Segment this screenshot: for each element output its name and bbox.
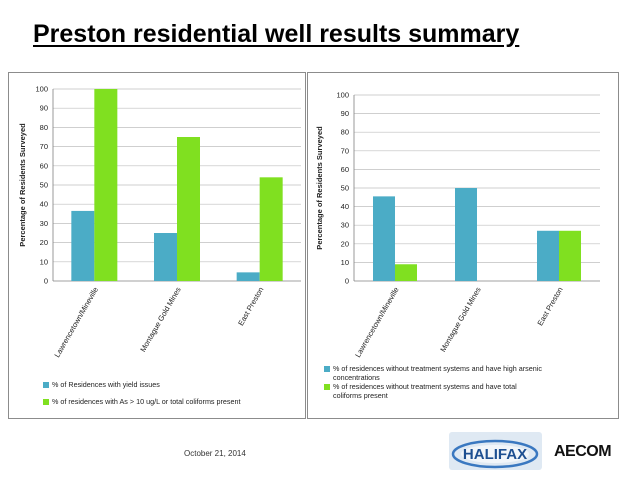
halifax-logo: HALIFAX <box>449 432 542 470</box>
x-tick-label: Lawrencetown/Mineville <box>52 286 100 359</box>
x-tick-label: East Preston <box>236 286 265 328</box>
y-tick-label: 20 <box>341 239 349 248</box>
legend-swatch-1 <box>324 366 330 372</box>
y-tick-label: 20 <box>40 238 48 247</box>
bar-2-3 <box>559 230 581 281</box>
halifax-logo-text: HALIFAX <box>463 446 527 463</box>
y-tick-label: 30 <box>40 219 48 228</box>
bar-1-3 <box>537 230 559 281</box>
bar-2-2 <box>177 137 200 281</box>
y-tick-label: 70 <box>40 142 48 151</box>
y-tick-label: 90 <box>40 104 48 113</box>
y-tick-label: 60 <box>341 165 349 174</box>
legend-label-2: % of residences with As > 10 ug/L or tot… <box>52 397 241 406</box>
legend-label-1: % of Residences with yield issues <box>52 380 160 389</box>
legend-swatch-2 <box>43 399 49 405</box>
legend-label-1: % of residences without treatment system… <box>333 364 542 382</box>
y-axis-label: Percentage of Residents Surveyed <box>315 126 324 250</box>
chart-panel-left: 0 10 20 30 40 50 60 70 80 90 100 Percentage of Resi… <box>8 72 306 419</box>
y-tick-label: 40 <box>40 200 48 209</box>
y-tick-label: 80 <box>341 128 349 137</box>
chart-left: 0 10 20 30 40 50 60 70 80 90 100 Percentage of Resi… <box>18 85 301 406</box>
x-tick-label: East Preston <box>535 286 564 328</box>
legend-swatch-1 <box>43 382 49 388</box>
bar-2-1 <box>94 89 118 281</box>
x-tick-label: Montague Gold Mines <box>138 285 183 353</box>
y-tick-label: 60 <box>40 161 48 170</box>
chart-panel-right: 0 10 20 30 40 50 60 70 80 90 100 Percentage of Resi… <box>307 72 619 419</box>
footer-date: October 21, 2014 <box>184 449 246 458</box>
y-tick-label: 10 <box>341 258 349 267</box>
bar-1-2 <box>154 233 177 281</box>
bar-1-2 <box>455 188 477 281</box>
y-tick-label: 50 <box>341 184 349 193</box>
legend-swatch-2 <box>324 384 330 390</box>
y-tick-label: 100 <box>336 91 349 100</box>
aecom-logo: AECOM <box>554 443 612 460</box>
y-tick-label: 30 <box>341 221 349 230</box>
y-tick-label: 10 <box>40 257 48 266</box>
y-tick-label: 0 <box>44 277 48 286</box>
bar-1-1 <box>373 196 395 281</box>
bar-1-1 <box>71 210 95 281</box>
bar-2-3 <box>259 177 283 281</box>
y-axis-label: Percentage of Residents Surveyed <box>18 123 27 247</box>
slide-title: Preston residential well results summary <box>33 20 520 48</box>
y-tick-label: 100 <box>35 85 48 94</box>
x-tick-label: Lawrencetown/Mineville <box>353 286 401 359</box>
y-tick-label: 80 <box>40 123 48 132</box>
y-tick-label: 0 <box>345 277 349 286</box>
y-tick-label: 90 <box>341 109 349 118</box>
y-tick-label: 70 <box>341 146 349 155</box>
bar-1-3 <box>236 272 260 281</box>
bar-2-1 <box>395 264 417 281</box>
x-tick-label: Montague Gold Mines <box>438 285 483 353</box>
legend-label-2: % of residences without treatment system… <box>333 382 517 400</box>
chart-right: 0 10 20 30 40 50 60 70 80 90 100 Percentage of Resi… <box>315 91 600 400</box>
y-tick-label: 40 <box>341 202 349 211</box>
y-tick-label: 50 <box>40 181 48 190</box>
